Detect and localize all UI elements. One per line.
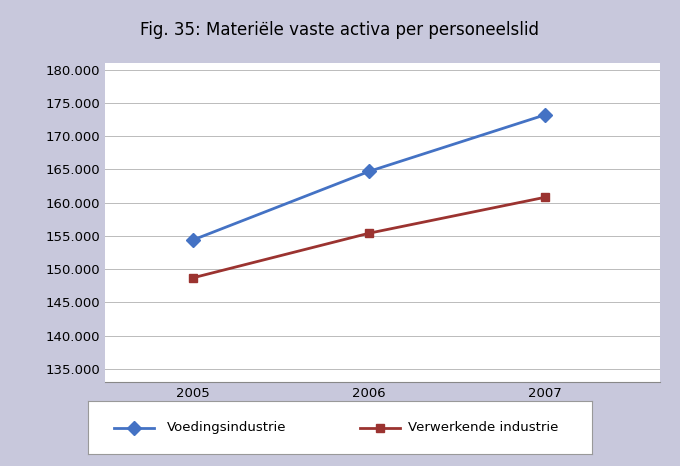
Verwerkende industrie bbox=[365, 230, 373, 236]
Verwerkende industrie bbox=[189, 275, 197, 281]
Text: Verwerkende industrie: Verwerkende industrie bbox=[408, 421, 558, 434]
Text: Voedingsindustrie: Voedingsindustrie bbox=[167, 421, 286, 434]
Line: Voedingsindustrie: Voedingsindustrie bbox=[188, 110, 550, 245]
Voedingsindustrie bbox=[189, 237, 197, 243]
Voedingsindustrie bbox=[541, 112, 549, 117]
Line: Verwerkende industrie: Verwerkende industrie bbox=[189, 193, 549, 282]
Voedingsindustrie bbox=[365, 169, 373, 174]
Text: Fig. 35: Materiële vaste activa per personeelslid: Fig. 35: Materiële vaste activa per per… bbox=[141, 21, 539, 39]
Verwerkende industrie bbox=[541, 194, 549, 200]
